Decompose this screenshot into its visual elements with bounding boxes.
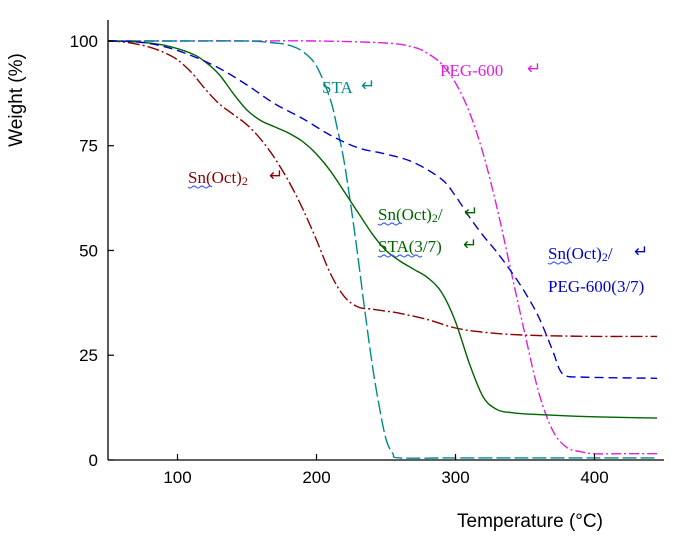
return-mark-icon: ↵ — [464, 203, 478, 222]
tick-layer: 100 200 300 400 0 25 50 75 100 — [70, 32, 609, 487]
label-sn-oct-sta-line2: STA(3/7) — [378, 237, 442, 256]
return-mark-icon: ↵ — [463, 235, 477, 254]
label-peg-600: PEG-600 — [440, 61, 503, 80]
series-line — [108, 40, 658, 459]
return-mark-icon: ↵ — [361, 76, 375, 95]
x-tick-label: 100 — [163, 468, 191, 487]
x-tick-label: 200 — [302, 468, 330, 487]
spellcheck-squiggle — [547, 261, 573, 265]
series-line — [107, 40, 658, 338]
return-mark-icon: ↵ — [527, 59, 541, 78]
y-tick-label: 25 — [79, 346, 98, 365]
x-tick-label: 300 — [441, 468, 469, 487]
label-sn-oct-main: Sn(Oct) — [188, 168, 242, 187]
label-sn-oct-peg-sub: 2 — [602, 250, 608, 264]
spellcheck-squiggle — [377, 254, 423, 258]
series-line — [107, 40, 658, 379]
y-tick-label: 75 — [79, 137, 98, 156]
return-mark-icon: ↵ — [269, 166, 283, 185]
label-sn-oct-sub: 2 — [242, 174, 248, 188]
spellcheck-squiggle — [187, 185, 213, 189]
series-line — [108, 40, 658, 455]
label-sn-oct: Sn(Oct)2 — [188, 168, 248, 188]
x-tick-label: 400 — [580, 468, 608, 487]
label-sn-oct-peg-tail: / — [608, 244, 613, 263]
series-layer — [107, 40, 658, 459]
y-axis-title: Weight (%) — [6, 53, 27, 147]
y-tick-label: 0 — [89, 451, 98, 470]
label-sn-oct-peg-line2: PEG-600(3/7) — [548, 277, 644, 296]
spellcheck-squiggle — [377, 222, 403, 226]
label-sta: STA — [322, 78, 353, 97]
label-sn-oct-sta-tail: / — [438, 205, 443, 224]
label-sn-oct-peg-main: Sn(Oct) — [548, 244, 602, 263]
y-tick-label: 100 — [70, 32, 98, 51]
label-sn-oct-sta-main: Sn(Oct) — [378, 205, 432, 224]
label-sn-oct-sta-sub: 2 — [432, 211, 438, 225]
label-sn-oct-peg-line1: Sn(Oct)2/ — [548, 244, 613, 264]
plot-area: 100 200 300 400 0 25 50 75 100 — [70, 20, 664, 487]
label-sn-oct-sta-line1: Sn(Oct)2/ — [378, 205, 443, 225]
return-mark-icon: ↵ — [634, 242, 648, 261]
x-axis-title: Temperature (°C) — [457, 511, 603, 532]
y-tick-label: 50 — [79, 241, 98, 260]
series-line — [107, 40, 658, 419]
